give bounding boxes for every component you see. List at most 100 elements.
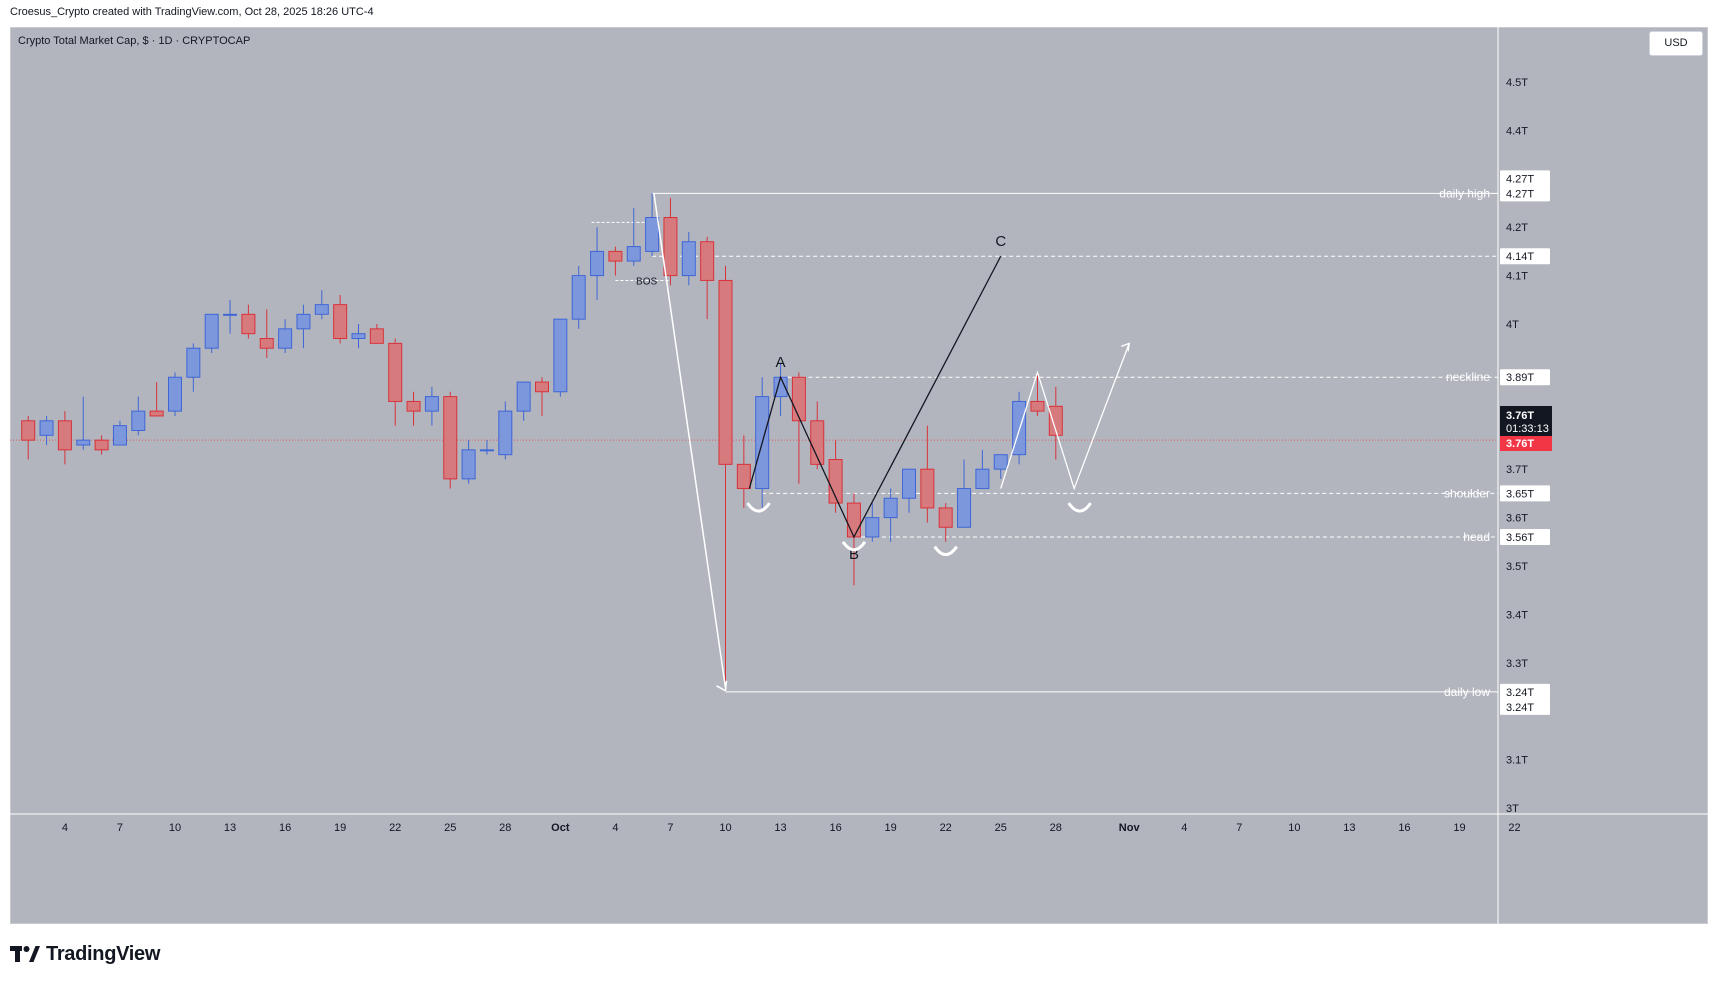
candle-body [424,396,439,412]
time-tick-label: 22 [1508,822,1520,834]
level-price-badge[interactable] [1500,185,1550,202]
last-price-box[interactable] [1500,436,1552,451]
time-tick-label: 25 [444,822,456,834]
candle [736,435,751,508]
candle [149,382,164,417]
price-tick-label: 4.2T [1506,222,1528,234]
candle-body [223,313,238,316]
candle [938,503,953,542]
candle [883,488,898,542]
candle-body [498,410,513,456]
level-tag: shoulder [1444,486,1490,500]
attribution-text: Croesus_Crypto created with TradingView.… [10,6,374,18]
candle [1030,372,1045,416]
level-price-label: 3.65T [1506,488,1534,500]
candle [39,415,54,445]
price-axis[interactable]: 4.5T 4.4T 4.2T 4.1T 4T 3.7T 3.6T 3.5T 3.4T 3.3T 3.… [1500,77,1552,815]
candle-body [626,246,641,262]
candle-body [828,459,843,504]
candle [351,324,366,349]
candle [498,401,513,460]
time-tick-label: 19 [1453,822,1465,834]
candle-body [516,381,531,412]
candle [112,420,127,446]
current-price-value: 3.76T [1506,410,1534,422]
price-chart[interactable]: daily high neckline shoulder head daily low B… [10,27,1708,924]
candle [828,440,843,513]
candle [259,309,274,358]
level-price-badge[interactable] [1500,369,1550,386]
countdown-label: 01:33:13 [1506,423,1549,435]
time-tick-label: 16 [1398,822,1410,834]
wave-point-label: A [776,354,786,371]
candle [461,440,476,484]
candle-body [278,328,293,349]
candle-body [131,410,146,431]
candle [424,386,439,426]
chart-pane[interactable] [10,27,1708,924]
level-tag: daily low [1444,685,1490,699]
candle [241,304,256,339]
abc-wave-path [748,255,1002,539]
candle-body [975,468,990,490]
current-price-box[interactable] [1500,406,1552,436]
tradingview-logo-icon [10,946,40,962]
candle-body [846,502,861,538]
level-tag: neckline [1446,370,1490,384]
currency-button[interactable]: USD [1649,31,1703,56]
time-tick-label: 4 [62,822,68,834]
candle-body [791,376,806,422]
level-tag: daily high [1439,186,1490,200]
candle-body [186,347,201,378]
level-price-badge[interactable] [1500,248,1550,265]
candle [94,435,109,455]
time-tick-label: 19 [885,822,897,834]
time-axis[interactable]: 4 7 10 13 16 19 22 25 28 Oct 4 7 10 13 16 19 22 25 28 Nov 4 7… [62,822,1521,834]
candle-body [112,425,127,446]
tradingview-logo[interactable]: TradingView [10,940,160,968]
time-tick-label: 10 [719,822,731,834]
candle-body [553,318,568,393]
candle [645,193,660,257]
level-price-label: 3.89T [1506,372,1534,384]
time-tick-label: 7 [117,822,123,834]
candle-body [590,250,605,277]
candle [223,299,238,334]
candle [993,454,1008,479]
candle [516,381,531,421]
candles-layer [21,193,1063,692]
candle [865,503,880,542]
candle-body [718,279,733,465]
level-price-badge[interactable] [1500,528,1550,545]
candle-body [443,396,458,480]
drawings-layer: A B C [653,193,1130,693]
time-tick-label: 22 [389,822,401,834]
candle [718,265,733,692]
candle-body [149,410,164,417]
level-price-badge[interactable] [1500,698,1550,715]
candle-body [920,468,935,509]
candle-body [333,304,348,340]
level-lines-layer: daily high neckline shoulder head daily low B… [10,186,1498,699]
candle-body [479,449,494,452]
candle [902,468,916,513]
candle-body [57,420,72,451]
candle-body [663,217,678,277]
time-tick-label: 28 [1050,822,1062,834]
candle [314,290,329,320]
candle-body [993,454,1008,470]
level-price-label: 3.24T [1506,687,1534,699]
candle [920,425,935,523]
candle-body [39,420,54,436]
level-price-badge[interactable] [1500,683,1550,700]
candle [1012,391,1027,465]
price-tick-label: 3.1T [1506,755,1528,767]
level-price-badge[interactable] [1500,170,1550,187]
candle [443,391,458,489]
symbol-title[interactable]: Crypto Total Market Cap, $ · 1D · CRYPTO… [18,35,251,47]
candle [663,198,678,286]
candle [535,377,549,416]
time-tick-label: 13 [774,822,786,834]
candle [406,391,421,426]
level-price-badge[interactable] [1500,485,1550,502]
